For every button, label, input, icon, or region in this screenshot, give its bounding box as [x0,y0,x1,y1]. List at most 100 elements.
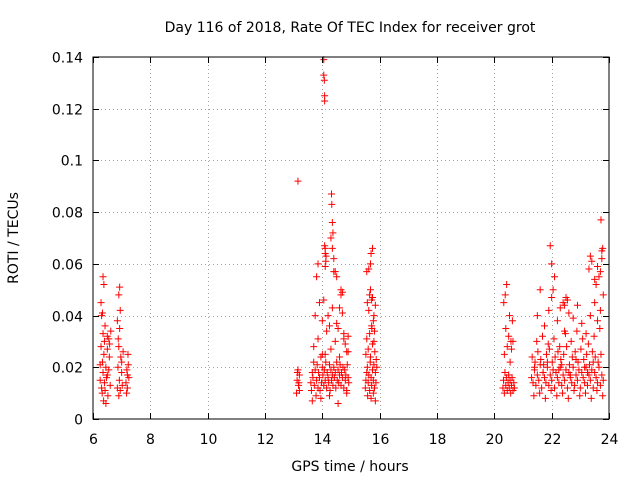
data-point [330,255,338,263]
data-point [115,376,123,384]
data-point [367,394,375,402]
data-point [366,387,374,395]
data-point [326,387,334,395]
data-points [96,56,607,407]
data-point [595,273,603,281]
data-point [344,374,352,382]
data-point [573,327,581,335]
data-point [321,97,329,105]
data-point [307,387,315,395]
data-point [337,286,345,294]
data-point [538,332,546,340]
data-point [123,371,131,379]
data-point [105,335,113,343]
data-point [555,366,563,374]
data-point [589,384,597,392]
data-point [579,335,587,343]
data-point [599,291,607,299]
data-point [315,368,323,376]
data-point [505,332,513,340]
data-point [331,337,339,345]
data-point [561,301,569,309]
data-point [100,350,108,358]
data-point [366,286,374,294]
data-point [117,353,125,361]
data-point [556,304,564,312]
data-point [592,374,600,382]
data-point [535,376,543,384]
y-tick-label: 0.1 [61,154,83,170]
data-point [588,348,596,356]
y-tick-label: 0.04 [52,310,83,326]
data-point [322,358,330,366]
x-axis-label: GPS time / hours [291,459,408,475]
data-point [539,368,547,376]
data-point [315,299,323,307]
data-point [369,293,376,301]
x-tick-label: 20 [486,432,504,448]
data-point [586,361,594,369]
data-point [363,268,371,276]
data-point [369,389,377,397]
data-point [563,384,571,392]
data-point [363,299,371,307]
data-point [119,348,127,356]
data-point [500,350,508,358]
data-point [294,177,302,185]
data-point [320,296,328,304]
data-point [105,353,113,361]
data-point [532,381,540,389]
x-tick-label: 24 [601,432,619,448]
data-point [596,325,604,332]
data-point [565,309,573,317]
data-point [503,281,511,289]
data-point [507,337,515,345]
data-point [106,340,114,348]
data-point [371,301,379,309]
data-point [541,394,549,402]
y-tick-label: 0.08 [52,206,83,222]
data-point [321,242,329,250]
data-point [308,397,316,405]
data-point [559,371,567,379]
data-point [550,335,558,343]
gridlines [93,57,609,419]
data-point [531,358,539,366]
data-point [582,330,590,338]
data-point [553,317,561,325]
data-point [576,384,584,392]
data-point [553,392,561,400]
data-point [344,332,352,340]
data-point [590,332,598,340]
data-point [533,371,541,379]
data-point [599,244,607,252]
data-point [510,379,518,387]
data-point [327,345,335,353]
y-tick-label: 0 [74,413,83,429]
data-point [311,312,319,320]
data-point [593,387,601,395]
data-point [506,358,514,366]
data-point [559,389,567,397]
data-point [341,366,349,374]
data-point [528,374,536,382]
data-point [317,394,325,402]
data-point [570,387,578,395]
chart-title: Day 116 of 2018, Rate Of TEC Index for r… [165,20,536,36]
data-point [369,244,376,252]
y-axis-label: ROTI / TECUs [6,192,22,284]
data-point [314,335,322,343]
y-tick-label: 0.14 [52,51,83,67]
x-tick-label: 10 [200,432,218,448]
data-point [591,299,599,307]
data-point [583,350,591,358]
data-point [345,379,353,387]
data-point [122,379,130,387]
data-point [564,394,572,402]
data-point [587,394,595,402]
data-point [510,384,518,392]
y-tick-label: 0.12 [52,103,83,119]
data-point [96,361,104,369]
data-point [361,384,369,392]
